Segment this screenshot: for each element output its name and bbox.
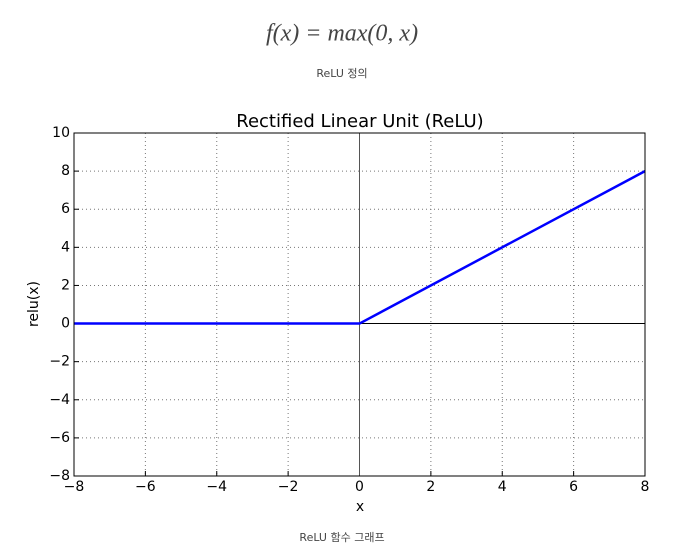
- caption: ReLU 함수 그래프: [299, 531, 384, 544]
- plot-frame: [73, 132, 646, 477]
- y-tick-label: −8: [49, 468, 70, 484]
- x-tick-label: 4: [498, 479, 507, 495]
- y-tick-label: 0: [61, 316, 70, 332]
- x-tick-label: −2: [278, 479, 299, 495]
- x-tick-label: 2: [426, 479, 435, 495]
- y-tick-label: 8: [61, 163, 70, 179]
- y-tick-label: 2: [61, 277, 70, 293]
- y-tick-label: 6: [61, 201, 70, 217]
- x-tick-label: −8: [64, 479, 85, 495]
- y-axis-label: relu(x): [26, 281, 42, 327]
- chart-title: Rectified Linear Unit (ReLU): [236, 111, 483, 132]
- formula: f(x) = max(0, x): [266, 21, 418, 47]
- line-series: [74, 170, 646, 325]
- y-tick-label: −6: [49, 430, 70, 446]
- y-tick-label: −4: [49, 392, 70, 408]
- caption: ReLU 정의: [316, 67, 367, 80]
- y-tick-label: 4: [61, 239, 70, 255]
- y-tick-label: 10: [52, 125, 70, 141]
- x-tick-label: −6: [135, 479, 156, 495]
- x-tick-label: 8: [641, 479, 650, 495]
- x-tick-label: −4: [206, 479, 227, 495]
- x-tick-label: 0: [355, 479, 364, 495]
- x-tick-label: 6: [569, 479, 578, 495]
- y-tick-label: −2: [49, 354, 70, 370]
- x-axis-label: x: [356, 499, 364, 515]
